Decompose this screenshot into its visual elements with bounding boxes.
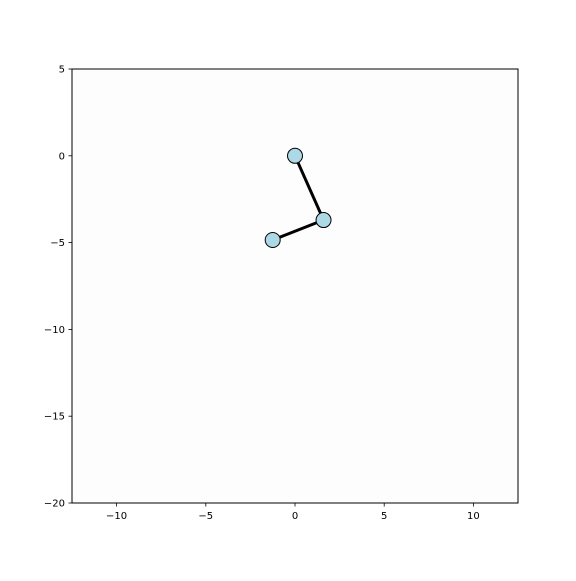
node-2 (315, 212, 332, 229)
plot-area (72, 69, 518, 503)
y-axis: 5 0 −5 −10 −15 −20 (44, 65, 72, 510)
link-2 (272, 218, 325, 242)
x-axis: −10 −5 0 5 10 (106, 503, 480, 522)
link-1 (293, 155, 325, 221)
y-tick-label: −20 (44, 499, 65, 510)
y-tick-label: −10 (44, 325, 65, 336)
y-tick-label: −5 (50, 238, 65, 249)
node-1 (287, 147, 303, 164)
x-tick-label: −10 (106, 511, 127, 522)
y-tick-label: −15 (44, 412, 65, 423)
links-layer (272, 155, 325, 242)
x-tick-label: 10 (467, 511, 480, 522)
x-tick-label: 0 (292, 511, 298, 522)
x-tick-label: 5 (381, 511, 387, 522)
nodes-layer (264, 147, 332, 248)
x-tick-label: −5 (198, 511, 213, 522)
y-tick-label: 0 (59, 151, 65, 162)
node-3 (264, 231, 281, 248)
y-tick-label: 5 (59, 65, 65, 76)
